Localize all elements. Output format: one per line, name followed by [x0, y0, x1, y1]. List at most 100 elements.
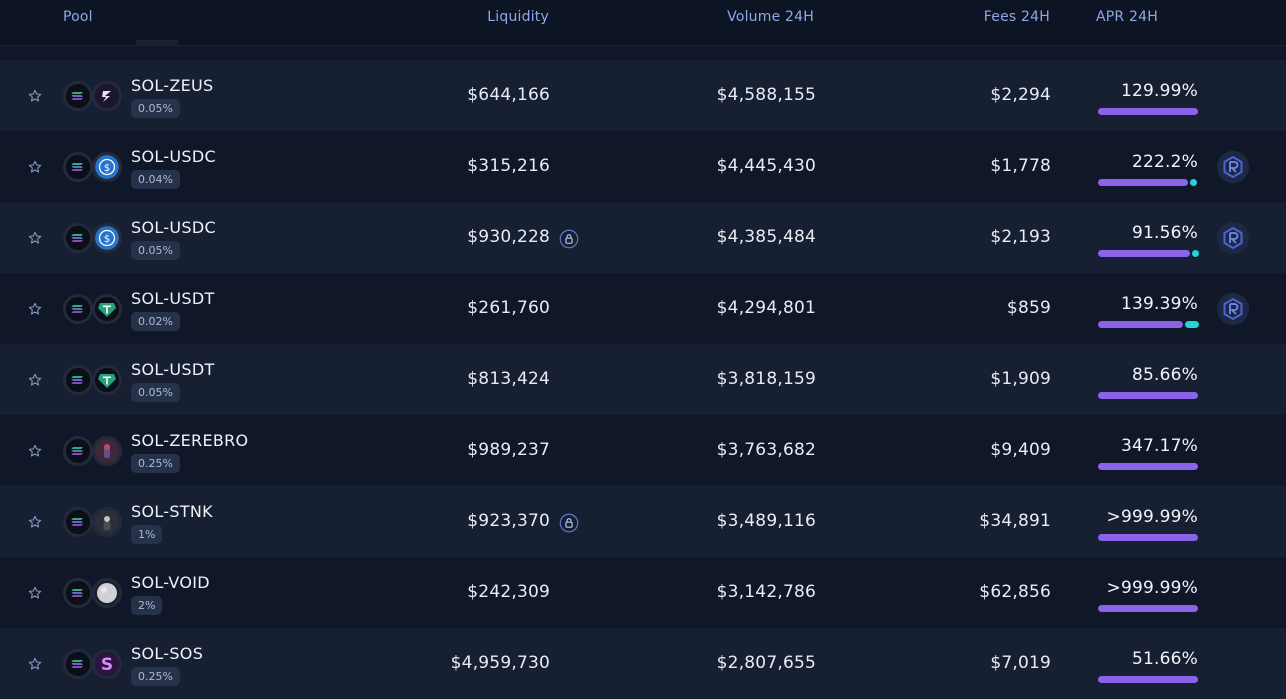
apr-value[interactable]: 139.39% — [1120, 294, 1198, 314]
pool-name[interactable]: SOL-STNK — [131, 502, 213, 521]
apr-bar — [1098, 321, 1199, 328]
apr-value[interactable]: 85.66% — [1131, 365, 1198, 385]
volume-value: $2,807,655 — [716, 653, 816, 673]
favorite-star-icon[interactable] — [27, 514, 43, 530]
liquidity-value: $989,237 — [467, 440, 550, 460]
fee-tier-badge: 0.25% — [131, 454, 180, 473]
pool-name[interactable]: SOL-USDC — [131, 147, 216, 166]
pool-name[interactable]: SOL-USDC — [131, 218, 216, 237]
apr-value[interactable]: 51.66% — [1131, 649, 1198, 669]
svg-text:$: $ — [104, 234, 110, 245]
pool-name[interactable]: SOL-VOID — [131, 573, 210, 592]
apr-bar-trade-fee-segment — [1098, 392, 1198, 399]
apr-bar-trade-fee-segment — [1098, 463, 1198, 470]
column-header-pool[interactable]: Pool — [63, 9, 93, 25]
sos-icon: S — [92, 649, 122, 679]
table-row[interactable]: SOL-STNK 1% $923,370 $3,489,116 $34,891 >999.… — [0, 486, 1286, 557]
column-header-volume[interactable]: Volume 24H — [727, 9, 814, 25]
reward-token-icon — [1217, 222, 1249, 254]
pool-name[interactable]: SOL-ZEREBRO — [131, 431, 249, 450]
fees-value: $1,909 — [990, 369, 1051, 389]
usdc-icon: $ — [92, 223, 122, 253]
favorite-star-icon[interactable] — [27, 230, 43, 246]
sol-token-icon — [63, 578, 93, 608]
fee-tier-badge: 1% — [131, 525, 163, 544]
volume-value: $3,142,786 — [716, 582, 816, 602]
table-row[interactable]: $ SOL-USDC 0.04% $315,216 $4,445,430 $1,778 22… — [0, 131, 1286, 202]
fee-tier-badge: 0.05% — [131, 383, 180, 402]
pool-name[interactable]: SOL-USDT — [131, 289, 215, 308]
liquidity-value: $4,959,730 — [450, 653, 550, 673]
fees-value: $9,409 — [990, 440, 1051, 460]
fee-tier-badge: 0.04% — [131, 170, 180, 189]
apr-bar-trade-fee-segment — [1098, 250, 1190, 257]
apr-value[interactable]: >999.99% — [1106, 507, 1198, 527]
locked-liquidity-icon — [559, 513, 579, 533]
apr-value[interactable]: >999.99% — [1106, 578, 1198, 598]
table-row[interactable]: SOL-VOID 2% $242,309 $3,142,786 $62,856 >999.… — [0, 557, 1286, 628]
apr-bar — [1098, 463, 1198, 470]
volume-value: $4,294,801 — [716, 298, 816, 318]
apr-value[interactable]: 222.2% — [1131, 152, 1198, 172]
volume-value: $3,763,682 — [716, 440, 816, 460]
column-header-liquidity[interactable]: Liquidity — [487, 9, 549, 25]
pool-name[interactable]: SOL-ZEUS — [131, 76, 214, 95]
svg-text:$: $ — [104, 163, 110, 174]
favorite-star-icon[interactable] — [27, 301, 43, 317]
table-row[interactable]: SOL-ZEUS 0.05% $644,166 $4,588,155 $2,294 129… — [0, 60, 1286, 131]
zerebro-icon — [92, 436, 122, 466]
pool-name[interactable]: SOL-USDT — [131, 360, 215, 379]
sol-token-icon — [63, 649, 93, 679]
locked-liquidity-icon — [559, 229, 579, 249]
fees-value: $2,294 — [990, 85, 1051, 105]
column-header-apr[interactable]: APR 24H — [1096, 9, 1158, 25]
apr-value[interactable]: 91.56% — [1131, 223, 1198, 243]
fee-tier-badge: 0.05% — [131, 99, 180, 118]
liquidity-value: $242,309 — [467, 582, 550, 602]
volume-value: $4,445,430 — [716, 156, 816, 176]
apr-bar-trade-fee-segment — [1098, 605, 1198, 612]
table-row[interactable]: SOL-USDT 0.05% $813,424 $3,818,159 $1,909 85.… — [0, 344, 1286, 415]
fee-tier-badge: 2% — [131, 596, 163, 615]
favorite-star-icon[interactable] — [27, 159, 43, 175]
table-header: Pool Liquidity Volume 24H Fees 24H APR 2… — [0, 0, 1286, 48]
apr-bar-trade-fee-segment — [1098, 534, 1198, 541]
apr-bar-trade-fee-segment — [1098, 179, 1188, 186]
fee-tier-badge: 0.05% — [131, 241, 180, 260]
sol-token-icon — [63, 507, 93, 537]
sol-token-icon — [63, 81, 93, 111]
apr-value[interactable]: 129.99% — [1120, 81, 1198, 101]
favorite-star-icon[interactable] — [27, 585, 43, 601]
fees-value: $34,891 — [979, 511, 1051, 531]
fees-value: $2,193 — [990, 227, 1051, 247]
scrolled-row-remnant — [136, 40, 178, 48]
apr-bar — [1098, 534, 1198, 541]
liquidity-value: $930,228 — [467, 227, 550, 247]
apr-bar — [1098, 676, 1198, 683]
apr-bar — [1098, 605, 1198, 612]
favorite-star-icon[interactable] — [27, 372, 43, 388]
pool-name[interactable]: SOL-SOS — [131, 644, 204, 663]
apr-bar-reward-segment — [1190, 179, 1197, 186]
table-row[interactable]: S SOL-SOS 0.25% $4,959,730 $2,807,655 $7,019 5… — [0, 628, 1286, 699]
svg-text:S: S — [101, 655, 113, 675]
favorite-star-icon[interactable] — [27, 88, 43, 104]
fees-value: $7,019 — [990, 653, 1051, 673]
apr-bar — [1098, 108, 1198, 115]
table-row[interactable]: SOL-ZEREBRO 0.25% $989,237 $3,763,682 $9,409… — [0, 415, 1286, 486]
table-row[interactable]: $ SOL-USDC 0.05% $930,228 $4,385,484 $2,193 91… — [0, 202, 1286, 273]
favorite-star-icon[interactable] — [27, 443, 43, 459]
table-row[interactable]: SOL-USDT 0.02% $261,760 $4,294,801 $859 139.3… — [0, 273, 1286, 344]
table-spacer — [0, 46, 1286, 60]
apr-value[interactable]: 347.17% — [1120, 436, 1198, 456]
pool-table-body: SOL-ZEUS 0.05% $644,166 $4,588,155 $2,294 129… — [0, 60, 1286, 699]
void-icon — [92, 578, 122, 608]
apr-bar — [1098, 179, 1198, 186]
usdt-icon — [92, 365, 122, 395]
apr-bar — [1098, 250, 1199, 257]
favorite-star-icon[interactable] — [27, 656, 43, 672]
column-header-fees[interactable]: Fees 24H — [983, 9, 1050, 25]
liquidity-value: $923,370 — [467, 511, 550, 531]
sol-token-icon — [63, 365, 93, 395]
volume-value: $3,818,159 — [716, 369, 816, 389]
